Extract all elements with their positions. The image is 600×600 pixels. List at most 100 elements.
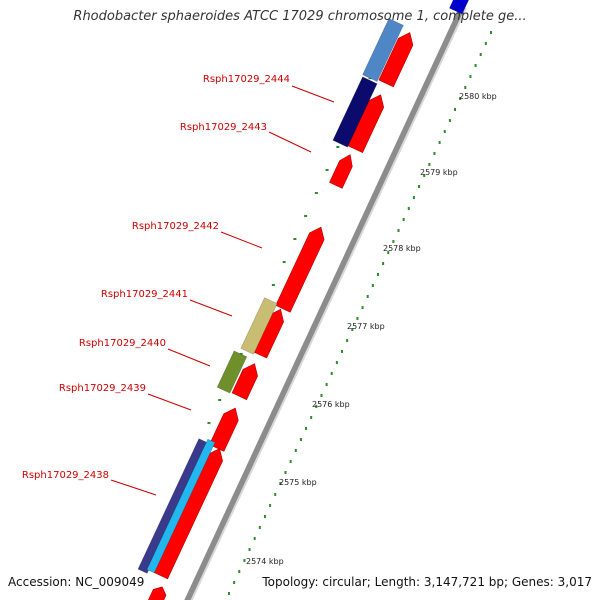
- scale-dot: [484, 42, 487, 45]
- gene-arrow: [209, 407, 239, 452]
- backbone-highlight: [190, 7, 467, 600]
- scale-dot: [438, 141, 441, 144]
- scale-dot: [423, 174, 426, 177]
- scale-dot: [371, 284, 374, 287]
- scale-dot: [392, 240, 395, 243]
- scale-dot: [464, 86, 467, 89]
- leader-line: [110, 479, 157, 496]
- scale-dot: [274, 493, 277, 496]
- scale-tick-label: 2578 kbp: [383, 244, 421, 253]
- scale-dot: [351, 328, 354, 331]
- scale-dot: [325, 383, 328, 386]
- scale-dot: [412, 196, 415, 199]
- scale-ticks: 2574 kbp 2575 kbp 2576 kbp 2577 kbp 2578…: [246, 92, 497, 566]
- leader-line: [291, 85, 335, 103]
- features-group: [137, 0, 470, 600]
- gene-label[interactable]: Rsph17029_2444: [203, 74, 290, 85]
- scale-dot: [320, 394, 323, 397]
- scale-dot: [376, 273, 379, 276]
- scale-dot: [279, 482, 282, 485]
- gene-label[interactable]: Rsph17029_2442: [132, 221, 219, 232]
- scale-dot: [258, 526, 261, 529]
- map-title: Rhodobacter sphaeroides ATCC 17029 chrom…: [73, 9, 527, 24]
- scale-dot: [330, 372, 333, 375]
- scale-dot: [271, 284, 275, 286]
- gene-label[interactable]: Rsph17029_2441: [101, 289, 188, 300]
- scale-dot: [233, 581, 236, 584]
- scale-dot: [428, 163, 431, 166]
- scale-dot: [238, 570, 241, 573]
- scale-dot: [228, 592, 230, 595]
- scale-dot: [269, 504, 272, 507]
- cog-block: [362, 18, 404, 82]
- scale-dot: [397, 229, 400, 232]
- scale-dot: [469, 75, 472, 78]
- scale-tick-label: 2575 kbp: [279, 478, 317, 487]
- cog-block: [146, 438, 216, 574]
- scale-dot: [305, 427, 308, 430]
- accession-text: Accession: NC_009049: [8, 575, 145, 589]
- scale-dot: [243, 559, 246, 562]
- scale-dot: [248, 548, 251, 551]
- scale-dot: [263, 515, 266, 518]
- scale-dot: [366, 295, 369, 298]
- backbone: [184, 6, 465, 600]
- scale-dot: [479, 53, 482, 56]
- gene-label[interactable]: Rsph17029_2440: [79, 338, 166, 349]
- gene-label[interactable]: Rsph17029_2439: [59, 383, 146, 394]
- scale-dot: [346, 339, 349, 342]
- scale-dot: [304, 215, 308, 217]
- scale-dot: [315, 405, 318, 408]
- scale-dot: [443, 130, 446, 133]
- cog-block: [216, 350, 248, 394]
- scale-dot: [284, 471, 287, 474]
- scale-dot: [387, 251, 390, 254]
- gene-arrow: [148, 586, 167, 600]
- cog-block: [137, 438, 209, 574]
- scale-tick-label: 2574 kbp: [246, 557, 284, 566]
- scale-dot: [218, 399, 222, 401]
- leader-line: [167, 348, 211, 367]
- scale-dot: [325, 169, 329, 171]
- scale-dot: [418, 185, 421, 188]
- scale-dot: [489, 31, 492, 34]
- scale-dot: [314, 192, 318, 194]
- scale-dot: [382, 262, 385, 265]
- scale-dot: [341, 350, 344, 353]
- cog-block: [332, 76, 378, 148]
- scale-dot: [310, 416, 313, 419]
- gene-label[interactable]: Rsph17029_2443: [180, 122, 267, 133]
- topology-text: Topology: circular; Length: 3,147,721 bp…: [262, 575, 592, 589]
- gene-arrow: [329, 154, 353, 189]
- gene-arrow: [275, 226, 325, 313]
- scale-dot: [448, 119, 451, 122]
- leader-line: [189, 299, 233, 317]
- scale-dot: [474, 64, 477, 67]
- backbone-group: [184, 6, 467, 600]
- scale-dot: [335, 361, 338, 364]
- scale-dot: [454, 108, 457, 111]
- gene-arrow: [378, 32, 414, 88]
- scale-dot: [407, 207, 410, 210]
- scale-dot: [336, 146, 340, 148]
- scale-dot: [207, 422, 211, 424]
- cog-block: [240, 297, 278, 355]
- leader-line: [268, 131, 312, 153]
- leader-line: [220, 231, 263, 249]
- scale-tick-label: 2580 kbp: [459, 92, 497, 101]
- gene-label[interactable]: Rsph17029_2438: [22, 470, 109, 481]
- scale-dot: [299, 438, 302, 441]
- scale-dot: [239, 353, 243, 355]
- gene-arrow: [231, 363, 258, 401]
- leader-lines-group: [110, 85, 335, 496]
- scale-tick-label: 2579 kbp: [420, 168, 458, 177]
- leader-line: [147, 393, 192, 411]
- labels-group: Rsph17029_2444 Rsph17029_2443 Rsph17029_…: [22, 74, 290, 481]
- scale-dot: [282, 261, 286, 263]
- scale-dot: [433, 152, 436, 155]
- scale-dot: [402, 218, 405, 221]
- scale-dot: [459, 97, 462, 100]
- scale-tick-label: 2577 kbp: [347, 322, 385, 331]
- scale-dot: [289, 460, 292, 463]
